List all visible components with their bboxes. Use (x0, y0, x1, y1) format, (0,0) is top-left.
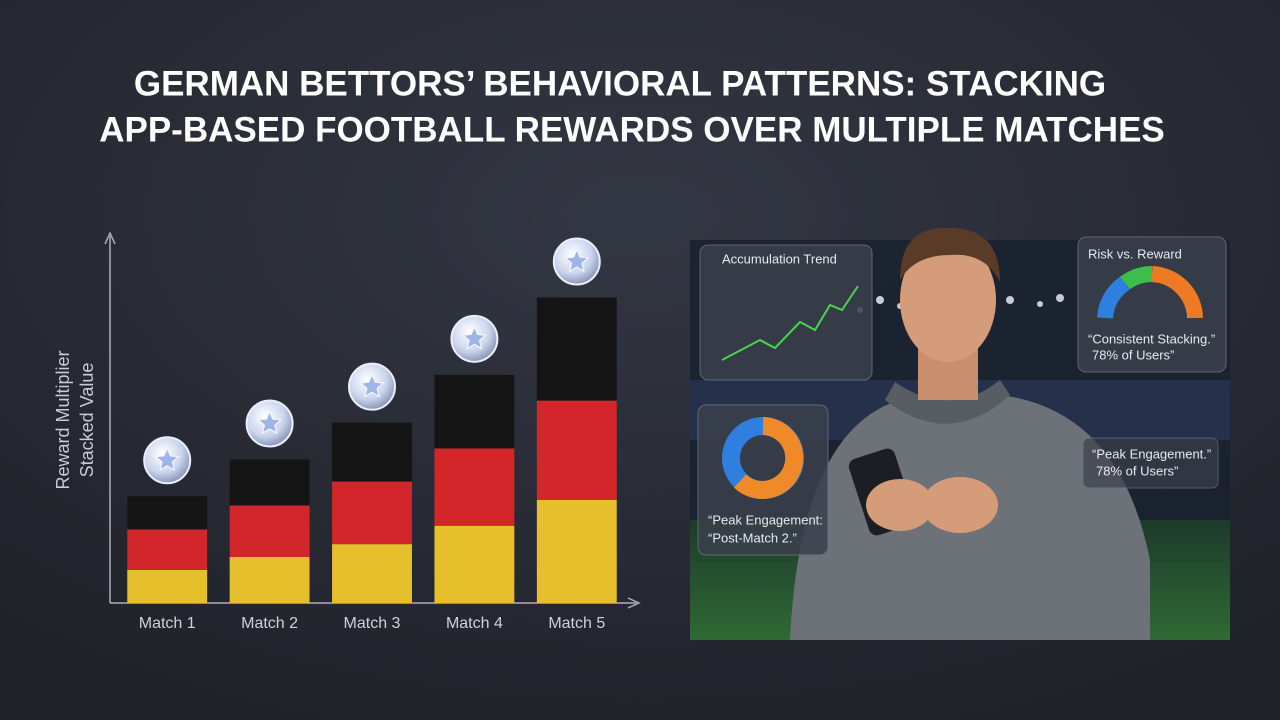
decor (900, 238, 996, 362)
x-tick-label: Match 3 (344, 615, 401, 632)
decor (699, 244, 873, 381)
bar-segment (434, 525, 515, 603)
bar-segment (229, 505, 310, 557)
decor (866, 479, 934, 531)
title-line: GERMAN BETTORS’ BEHAVIORAL PATTERNS: STA… (134, 64, 1106, 103)
star-icon (461, 325, 488, 350)
bar-segment (127, 569, 208, 603)
decor (885, 380, 1010, 424)
bar-segment (229, 557, 310, 603)
panel-text: 78% of Users” (1092, 347, 1174, 362)
decor (1151, 266, 1203, 319)
panel-text: 78% of Users” (1096, 463, 1178, 478)
bar-segment (536, 499, 617, 603)
decor (900, 227, 1000, 282)
decor (627, 597, 641, 609)
panel-text: “Peak Engagement.” (1092, 446, 1211, 461)
panel-text: “Peak Engagement: (708, 512, 823, 527)
decor (721, 285, 859, 361)
x-tick-label: Match 2 (241, 615, 298, 632)
y-axis-label: Reward Multiplier (53, 350, 73, 489)
x-tick-label: Match 1 (139, 615, 196, 632)
x-tick-label: Match 5 (548, 615, 605, 632)
panel-text: “Consistent Stacking.” (1088, 331, 1215, 346)
bar-segment (536, 297, 617, 401)
decor (1077, 236, 1227, 373)
title-line: APP-BASED FOOTBALL REWARDS OVER MULTIPLE… (99, 110, 1165, 149)
decor (922, 477, 998, 533)
bar-segment (332, 422, 412, 482)
star-icon (359, 373, 385, 398)
panel-title: Accumulation Trend (722, 251, 837, 266)
bar-segment (434, 448, 515, 526)
decor (876, 296, 884, 304)
decor (1056, 294, 1064, 302)
bar-segment (332, 544, 412, 603)
decor (1082, 437, 1219, 489)
panel-title: Risk vs. Reward (1088, 246, 1182, 261)
decor (104, 231, 116, 245)
y-axis-label: Stacked Value (77, 363, 97, 478)
decor (1120, 266, 1153, 290)
star-icon (256, 409, 283, 435)
illustration: Accumulation Trend Risk vs. Reward “Cons… (690, 227, 1230, 640)
decor (1037, 301, 1043, 307)
bar-segment (229, 459, 310, 506)
x-tick-label: Match 4 (446, 615, 503, 632)
bar-segment (536, 400, 617, 500)
decor (1097, 276, 1130, 319)
bar-segment (127, 529, 208, 570)
decor (1006, 296, 1014, 304)
decor (733, 417, 804, 499)
bar-segment (127, 496, 208, 530)
bar-segment (434, 374, 515, 449)
panel-text: “Post-Match 2.” (708, 530, 797, 545)
bar-segment (332, 481, 412, 545)
star-icon (154, 446, 181, 472)
star-icon (563, 248, 590, 273)
